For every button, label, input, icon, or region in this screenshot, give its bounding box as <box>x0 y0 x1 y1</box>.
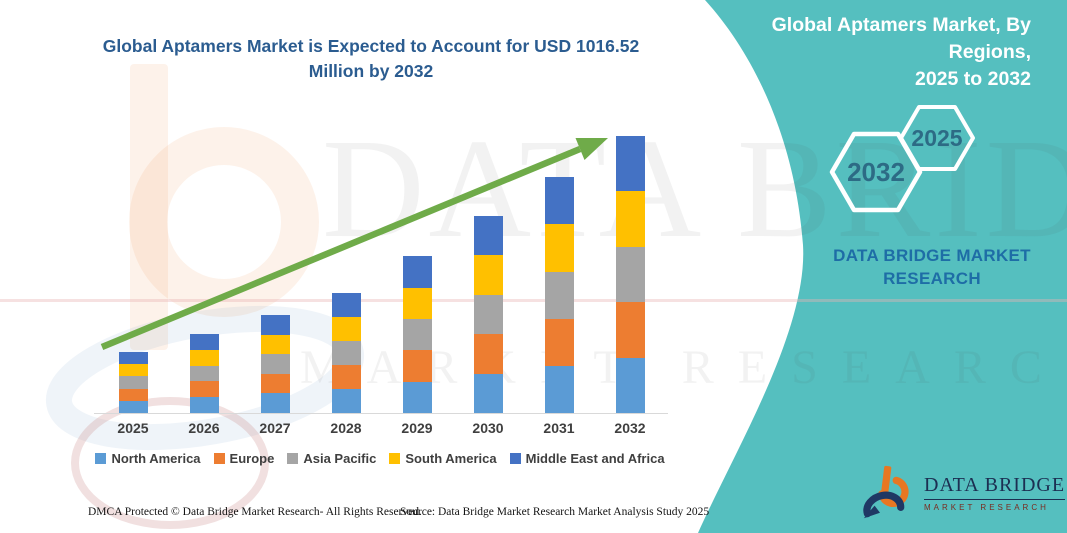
bar-segment-south-america <box>402 287 432 320</box>
x-axis-line <box>94 413 668 414</box>
bar-segment-europe <box>331 365 361 390</box>
x-axis-label-2028: 2028 <box>330 420 362 436</box>
bar-segment-middle-east-and-africa <box>473 215 503 255</box>
legend-item-asia-pacific: Asia Pacific <box>287 451 376 466</box>
bar-segment-europe <box>473 334 503 374</box>
legend-label: Europe <box>229 451 275 466</box>
legend-item-middle-east-and-africa: Middle East and Africa <box>509 451 665 466</box>
brand-text: DATA BRIDGE MARKET RESEARCH <box>818 245 1046 291</box>
stacked-bar-2026 <box>189 334 219 413</box>
legend-swatch <box>287 453 299 464</box>
bar-segment-south-america <box>615 191 645 247</box>
x-axis-label-2031: 2031 <box>543 420 575 436</box>
bar-segment-europe <box>260 373 290 394</box>
bar-segment-middle-east-and-africa <box>118 351 148 364</box>
chart-legend: North America Europe Asia Pacific South Ame… <box>88 451 672 466</box>
footer-dmca-text: DMCA Protected © Data Bridge Market Rese… <box>88 506 422 518</box>
bar-segment-asia-pacific <box>615 246 645 303</box>
legend-swatch <box>389 453 401 464</box>
legend-swatch <box>95 453 107 464</box>
bar-segment-europe <box>615 302 645 358</box>
bar-segment-south-america <box>189 349 219 366</box>
footer-source-text: Source: Data Bridge Market Research Mark… <box>400 506 710 518</box>
x-axis-label-2032: 2032 <box>614 420 646 436</box>
plot-area <box>88 120 672 413</box>
bar-segment-middle-east-and-africa <box>615 136 645 192</box>
bar-segment-south-america <box>118 364 148 377</box>
legend-label: Asia Pacific <box>303 451 377 466</box>
brand-text-line1: DATA BRIDGE MARKET <box>833 246 1031 265</box>
bar-segment-europe <box>118 388 148 401</box>
stacked-bar-chart: North America Europe Asia Pacific South Ame… <box>88 120 672 470</box>
bar-segment-south-america <box>544 224 574 272</box>
banner-title: Global Aptamers Market, By Regions, 2025… <box>691 12 1031 93</box>
banner-title-line1: Global Aptamers Market, By Regions, <box>771 14 1031 63</box>
bar-segment-asia-pacific <box>118 376 148 389</box>
stacked-bar-2032 <box>615 136 645 413</box>
stacked-bar-2029 <box>402 256 432 413</box>
legend-label: North America <box>111 451 201 466</box>
x-axis-label-2030: 2030 <box>472 420 504 436</box>
legend-label: South America <box>405 451 497 466</box>
bar-segment-europe <box>402 350 432 382</box>
legend-swatch <box>509 453 521 464</box>
company-logo-name: DATA BRIDGE <box>924 474 1066 500</box>
bar-segment-asia-pacific <box>473 294 503 334</box>
company-logo: DATA BRIDGE MARKET RESEARCH <box>862 464 1066 522</box>
company-logo-text: DATA BRIDGE MARKET RESEARCH <box>924 474 1066 512</box>
bar-segment-middle-east-and-africa <box>331 293 361 318</box>
x-axis-label-2026: 2026 <box>188 420 220 436</box>
company-logo-subtitle: MARKET RESEARCH <box>924 503 1049 512</box>
watermark-ring <box>71 397 269 529</box>
bar-segment-asia-pacific <box>260 354 290 374</box>
brand-text-line2: RESEARCH <box>883 268 981 288</box>
stacked-bar-2031 <box>544 177 574 413</box>
stacked-bar-2030 <box>473 215 503 413</box>
chart-title-line2: Million by 2032 <box>308 60 434 81</box>
bar-segment-middle-east-and-africa <box>260 314 290 335</box>
bar-segment-north-america <box>473 373 503 413</box>
legend-item-europe: Europe <box>213 451 275 466</box>
bar-segment-europe <box>544 318 574 366</box>
bar-segment-north-america <box>260 393 290 413</box>
legend-label: Middle East and Africa <box>525 451 665 466</box>
bar-segment-south-america <box>260 334 290 355</box>
bar-segment-north-america <box>402 381 432 413</box>
legend-item-north-america: North America <box>95 451 201 466</box>
bar-segment-europe <box>189 381 219 398</box>
bar-segment-north-america <box>615 357 645 413</box>
bar-segment-south-america <box>331 317 361 342</box>
company-logo-icon <box>863 465 909 519</box>
bar-segment-middle-east-and-africa <box>189 334 219 350</box>
bar-segment-south-america <box>473 255 503 295</box>
chart-title-line1: Global Aptamers Market is Expected to Ac… <box>102 36 640 56</box>
bar-segment-asia-pacific <box>331 341 361 366</box>
x-axis-label-2025: 2025 <box>117 420 149 436</box>
bar-segment-north-america <box>189 397 219 413</box>
bar-segment-north-america <box>118 400 148 413</box>
legend-swatch <box>213 453 225 464</box>
bar-segment-middle-east-and-africa <box>544 177 574 225</box>
stacked-bar-2028 <box>331 293 361 413</box>
legend-item-south-america: South America <box>389 451 497 466</box>
x-axis-label-2027: 2027 <box>259 420 291 436</box>
bar-segment-north-america <box>544 365 574 413</box>
bar-segment-asia-pacific <box>189 365 219 382</box>
bar-segment-middle-east-and-africa <box>402 256 432 288</box>
banner-title-line2: 2025 to 2032 <box>914 67 1031 90</box>
chart-title: Global Aptamers Market is Expected to Ac… <box>60 34 682 84</box>
stacked-bar-2027 <box>260 314 290 413</box>
bar-segment-north-america <box>331 389 361 413</box>
bar-segment-asia-pacific <box>402 319 432 351</box>
x-axis-label-2029: 2029 <box>401 420 433 436</box>
bar-segment-asia-pacific <box>544 271 574 319</box>
stacked-bar-2025 <box>118 351 148 413</box>
